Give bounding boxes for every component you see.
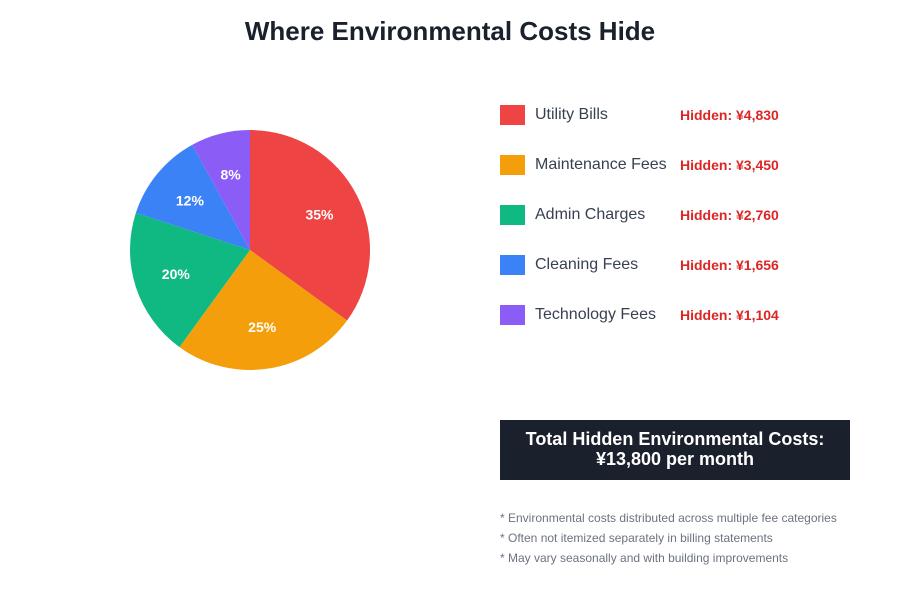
total-hidden-costs-amount: ¥13,800 per month	[595, 449, 755, 469]
pie-slice-label: 8%	[220, 166, 241, 182]
footnote: * Often not itemized separately in billi…	[500, 531, 773, 545]
pie-slice-label: 25%	[248, 319, 277, 335]
legend-swatch	[500, 255, 525, 275]
pie-slice-label: 12%	[176, 192, 205, 208]
pie-chart: 35% 25% 20% 12% 8%	[130, 130, 371, 370]
legend-swatch	[500, 205, 525, 225]
legend-swatch	[500, 155, 525, 175]
pie-slice-cleaning-fees	[135, 144, 250, 250]
legend-label: Utility Bills	[535, 106, 608, 123]
footnote: * Environmental costs distributed across…	[500, 511, 837, 525]
legend-hidden-amount: Hidden: ¥2,760	[680, 207, 779, 223]
legend-hidden-amount: Hidden: ¥1,104	[680, 307, 779, 323]
footnotes: * Environmental costs distributed across…	[500, 508, 890, 568]
footnote: * May vary seasonally and with building …	[500, 551, 789, 565]
pie-slice-label: 35%	[305, 207, 334, 223]
pie-slice-label: 20%	[162, 266, 191, 282]
chart-title: Where Environmental Costs Hide	[244, 16, 656, 46]
legend-hidden-amount: Hidden: ¥4,830	[680, 107, 779, 123]
legend-swatch	[500, 305, 525, 325]
total-hidden-costs-label: Total Hidden Environmental Costs:	[525, 429, 825, 449]
legend-hidden-amount: Hidden: ¥1,656	[680, 257, 779, 273]
legend-label: Maintenance Fees	[535, 156, 667, 173]
legend-label: Cleaning Fees	[535, 256, 639, 273]
legend-label: Admin Charges	[535, 206, 646, 223]
pie-slice-admin-charges	[130, 212, 250, 348]
legend-label: Technology Fees	[535, 306, 656, 323]
legend-hidden-amount: Hidden: ¥3,450	[680, 157, 779, 173]
total-hidden-costs-box: Total Hidden Environmental Costs: ¥13,80…	[500, 420, 850, 480]
pie-slice-technology-fees	[192, 130, 250, 250]
pie-slice-maintenance-fees	[179, 250, 348, 370]
legend-swatch	[500, 105, 525, 125]
pie-slice-utility-bills	[250, 130, 371, 321]
